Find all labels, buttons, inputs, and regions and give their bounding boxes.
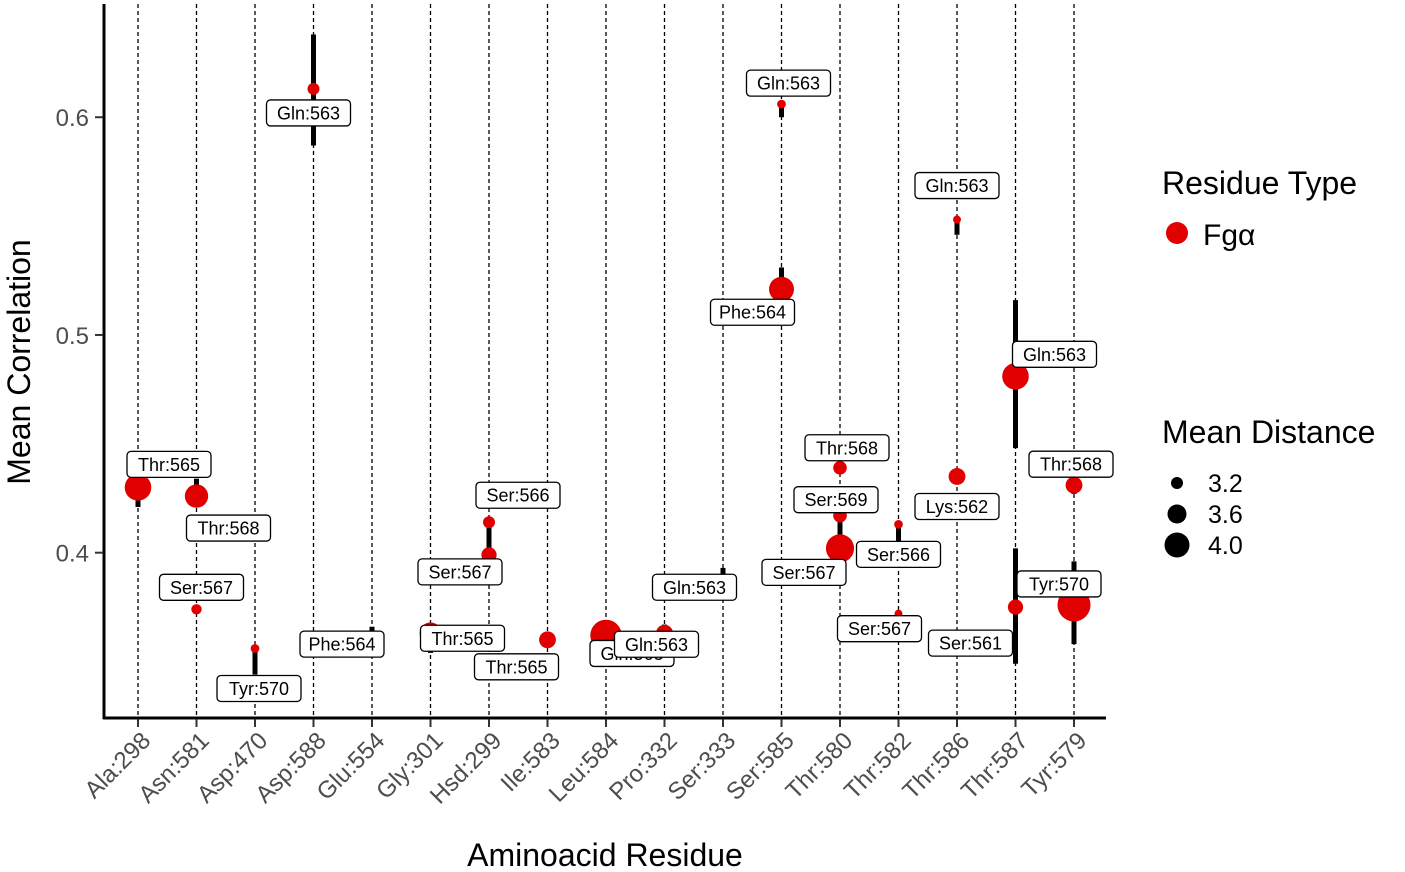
- point-label-text: Gln:563: [757, 74, 820, 94]
- data-point: [953, 216, 961, 224]
- point-label-text: Thr:568: [1040, 455, 1102, 475]
- data-point: [1066, 477, 1083, 494]
- y-tick-label: 0.5: [56, 323, 89, 350]
- point-label: Ser:567: [160, 574, 244, 600]
- point-label-text: Thr:565: [431, 629, 493, 649]
- size-legend-label-0: 3.2: [1208, 470, 1243, 498]
- point-label: Ser:567: [762, 559, 846, 585]
- point-label: Phe:564: [300, 631, 384, 657]
- point-label-text: Gln:563: [1023, 345, 1086, 365]
- point-label: Ser:567: [838, 616, 922, 642]
- point-label: Gln:563: [1013, 341, 1097, 367]
- y-ticks: 0.4 0.5 0.6: [56, 105, 103, 567]
- point-label-text: Thr:568: [197, 519, 259, 539]
- point-label-text: Phe:564: [719, 303, 786, 323]
- point-label-text: Gln:563: [925, 176, 988, 196]
- point-label-text: Ser:567: [170, 578, 233, 598]
- point-label: Thr:568: [805, 435, 889, 461]
- point-label: Thr:565: [421, 625, 505, 651]
- color-legend: Residue Type Fgα: [1162, 165, 1357, 252]
- point-label-text: Thr:565: [138, 455, 200, 475]
- point-label: Gln:563: [915, 173, 999, 199]
- axes: [103, 4, 1106, 719]
- point-label: Tyr:570: [1017, 571, 1101, 597]
- point-label: Ser:566: [857, 541, 941, 567]
- data-point: [251, 644, 260, 653]
- point-label: Gln:563: [267, 100, 351, 126]
- point-label: Thr:568: [1029, 451, 1113, 477]
- x-tick-label: Tyr:579: [1017, 727, 1093, 803]
- point-label-text: Ser:567: [428, 562, 491, 582]
- point-label-text: Ser:561: [939, 634, 1002, 654]
- size-legend-dot-medium: [1168, 505, 1187, 524]
- point-label-text: Gln:563: [663, 578, 726, 598]
- x-axis-title: Aminoacid Residue: [467, 837, 743, 872]
- point-label-text: Thr:568: [816, 438, 878, 458]
- point-label: Thr:565: [475, 654, 559, 680]
- x-ticks: Ala:298Asn:581Asp:470Asp:588Glu:554Gly:3…: [80, 719, 1093, 809]
- data-point: [483, 516, 495, 528]
- data-point: [539, 631, 556, 648]
- size-legend-title: Mean Distance: [1162, 414, 1375, 450]
- point-label: Gln:563: [747, 70, 831, 96]
- point-label: Ser:567: [418, 559, 502, 585]
- data-point: [185, 484, 208, 507]
- data-point: [308, 83, 320, 95]
- point-label: Lys:562: [915, 493, 999, 519]
- point-label: Tyr:570: [217, 676, 301, 702]
- color-legend-title: Residue Type: [1162, 165, 1357, 201]
- point-label-text: Ser:567: [772, 563, 835, 583]
- point-label: Ser:561: [929, 630, 1013, 656]
- chart: Thr:565 Thr:568 Ser:567 Tyr:570 Gln:563 Phe:5…: [0, 0, 1405, 872]
- point-label-text: Ser:569: [804, 490, 867, 510]
- x-tick-label: Thr:587: [956, 727, 1034, 805]
- size-legend-dot-small: [1171, 477, 1183, 489]
- point-label-text: Gln:563: [277, 103, 340, 123]
- size-legend-label-1: 3.6: [1208, 501, 1243, 529]
- point-label-text: Ser:566: [867, 545, 930, 565]
- point-label: Thr:565: [127, 451, 211, 477]
- point-label-text: Lys:562: [926, 497, 988, 517]
- legend-swatch-fga: [1166, 222, 1188, 244]
- point-label-text: Tyr:570: [1029, 574, 1089, 594]
- data-point: [125, 474, 152, 501]
- data-point: [777, 100, 786, 109]
- data-point: [949, 468, 966, 485]
- size-legend-dot-large: [1165, 533, 1190, 558]
- point-label: Thr:568: [187, 515, 271, 541]
- point-label: Ser:566: [476, 482, 560, 508]
- point-label-text: Gln:563: [625, 635, 688, 655]
- legend-label-fga: Fgα: [1203, 219, 1255, 252]
- point-label: Gln:563: [653, 574, 737, 600]
- data-point: [769, 277, 794, 302]
- size-legend: Mean Distance 3.2 3.6 4.0: [1162, 414, 1375, 560]
- point-label: Ser:569: [794, 487, 878, 513]
- point-label-text: Ser:566: [486, 486, 549, 506]
- point-label-text: Phe:564: [308, 635, 375, 655]
- point-label-text: Ser:567: [848, 619, 911, 639]
- point-label: Gln:563: [615, 631, 699, 657]
- data-points: [125, 83, 1091, 657]
- data-point: [826, 534, 854, 562]
- y-tick-label: 0.4: [56, 541, 89, 568]
- y-tick-label: 0.6: [56, 105, 89, 132]
- point-label-text: Tyr:570: [229, 679, 289, 699]
- point-label-text: Thr:565: [485, 657, 547, 677]
- size-legend-label-2: 4.0: [1208, 532, 1243, 560]
- data-point: [833, 461, 847, 475]
- point-label: Phe:564: [711, 299, 795, 325]
- data-point: [191, 604, 201, 614]
- point-labels: Thr:565 Thr:568 Ser:567 Tyr:570 Gln:563 Phe:5…: [127, 70, 1113, 701]
- data-point: [894, 520, 903, 529]
- data-point: [1008, 600, 1023, 615]
- y-axis-title: Mean Correlation: [1, 239, 37, 484]
